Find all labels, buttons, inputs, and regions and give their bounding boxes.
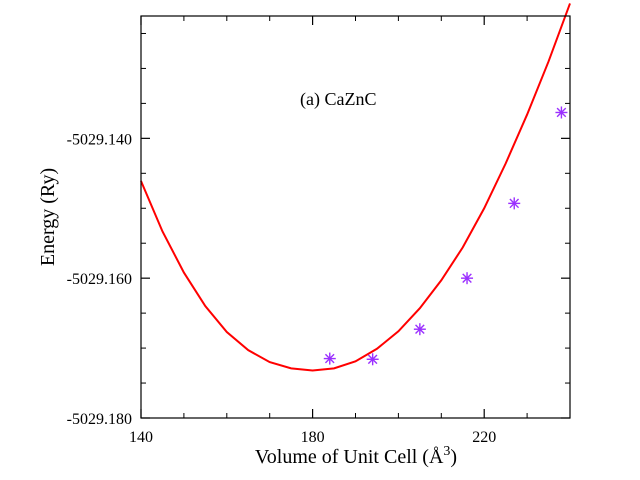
data-point-marker xyxy=(366,353,379,366)
data-point-marker xyxy=(508,197,521,210)
x-axis-title-superscript: 3 xyxy=(443,444,450,459)
data-point-marker xyxy=(323,352,336,365)
x-axis-title-end: ) xyxy=(450,446,457,468)
y-axis-title: Energy (Ry) xyxy=(37,168,59,266)
curves-layer xyxy=(140,3,571,372)
data-point-marker xyxy=(555,106,568,119)
x-tick-label: 140 xyxy=(129,429,153,446)
marker-stroke xyxy=(415,324,425,335)
x-tick-label: 220 xyxy=(472,429,496,446)
ticks-layer xyxy=(140,16,571,419)
fit-curve-line xyxy=(140,3,571,372)
y-tick-label: -5029.180 xyxy=(67,411,132,428)
data-point-marker xyxy=(461,272,474,285)
x-axis-title: Volume of Unit Cell (Å3) xyxy=(255,444,457,468)
marker-stroke xyxy=(367,354,378,365)
y-tick-label: -5029.140 xyxy=(67,131,132,148)
plot-frame xyxy=(140,15,571,419)
x-tick-label: 180 xyxy=(301,429,325,446)
chart-annotation: (a) CaZnC xyxy=(300,89,376,110)
marker-stroke xyxy=(509,198,520,209)
tick-labels-layer: 140 180 220 -5029.180 -5029.160 -5029.140 xyxy=(67,131,497,446)
y-tick-label: -5029.160 xyxy=(67,271,132,288)
data-point-marker xyxy=(413,323,426,336)
x-axis-title-main: Volume of Unit Cell (Å xyxy=(255,446,444,468)
markers-layer xyxy=(323,106,568,366)
marker-stroke xyxy=(462,273,472,283)
marker-stroke xyxy=(324,353,335,364)
marker-stroke xyxy=(556,107,567,118)
